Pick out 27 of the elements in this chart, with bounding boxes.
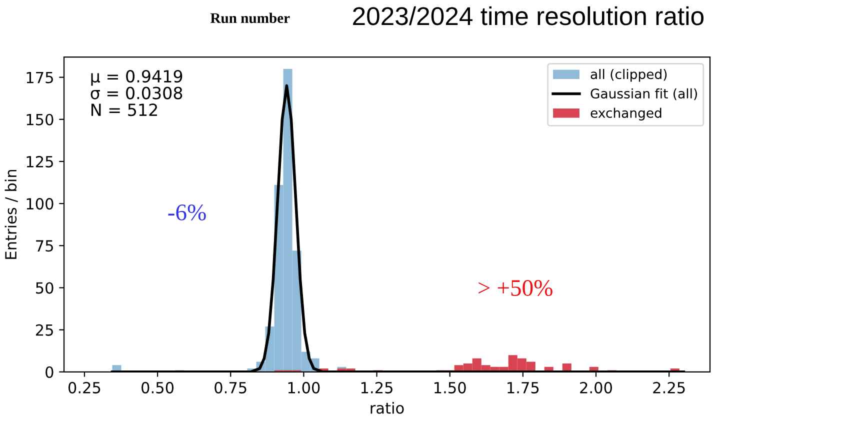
legend-label: all (clipped) (590, 68, 667, 82)
y-tick-label: 125 (26, 156, 53, 168)
x-tick-label: 1.75 (508, 382, 539, 394)
y-tick-label: 150 (26, 114, 54, 126)
y-tick-label: 100 (26, 198, 54, 210)
x-tick-label: 0.25 (68, 382, 100, 394)
annotation: > +50% (478, 280, 552, 296)
legend-label: Gaussian fit (all) (590, 88, 697, 100)
x-tick-label: 1.25 (361, 382, 392, 394)
x-tick-label: 1.00 (288, 382, 320, 394)
y-tick-label: 0 (46, 366, 54, 378)
annotation: μ = 0.9419 σ = 0.0308 N = 512 (90, 70, 182, 116)
legend-label: exchanged (590, 108, 662, 120)
x-tick-label: 0.50 (142, 382, 174, 394)
y-tick-label: 75 (36, 240, 53, 252)
x-tick-label: 1.50 (434, 382, 466, 394)
y-tick-label: 175 (26, 72, 53, 84)
x-tick-label: 2.00 (580, 382, 612, 394)
chart-subtitle: Run number (210, 12, 290, 24)
x-tick-label: 0.75 (214, 382, 246, 394)
x-tick-label: 2.25 (653, 382, 685, 394)
y-tick-label: 25 (36, 324, 53, 336)
x-axis-title: ratio (370, 402, 404, 414)
chart-title: 2023/2024 time resolution ratio (353, 6, 704, 26)
y-axis-title: Entries / bin (4, 170, 18, 259)
annotation: -6% (168, 204, 206, 220)
y-tick-label: 50 (36, 282, 54, 294)
